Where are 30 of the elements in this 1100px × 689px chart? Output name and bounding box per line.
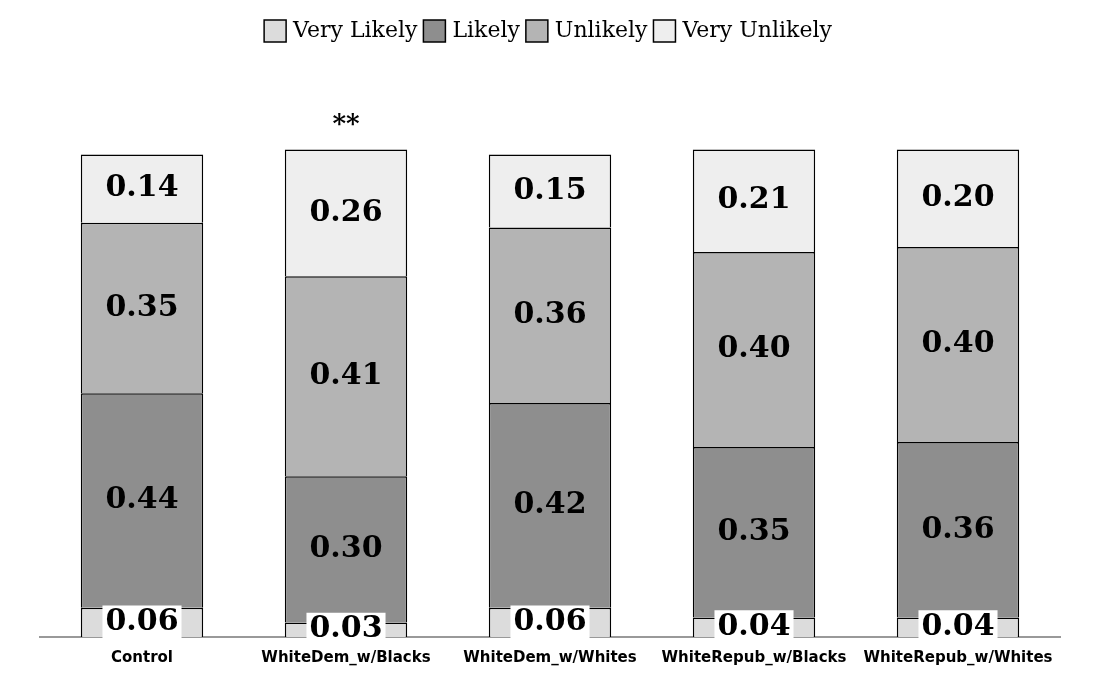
data-label: 0.04	[717, 607, 791, 643]
x-tick-label: WhiteRepub_w/Blacks	[661, 647, 847, 666]
data-label: 0.06	[105, 602, 179, 638]
data-label: 0.04	[921, 607, 995, 643]
data-label: 0.21	[717, 180, 791, 216]
x-tick-label: WhiteRepub_w/Whites	[863, 647, 1053, 666]
data-label: 0.41	[309, 355, 383, 391]
data-label: 0.30	[309, 529, 383, 565]
data-label: 0.36	[921, 509, 995, 545]
annotation: **	[332, 108, 360, 139]
data-label: 0.03	[309, 609, 383, 645]
legend-label: Unlikely	[554, 16, 649, 42]
data-label: 0.36	[513, 295, 587, 331]
data-label: 0.14	[105, 168, 179, 204]
legend-label: Very Unlikely	[681, 16, 833, 42]
legend-label: Likely	[452, 16, 521, 42]
data-label: 0.42	[513, 485, 587, 521]
x-tick-label: WhiteDem_w/Whites	[463, 647, 637, 666]
data-label: 0.35	[105, 287, 179, 323]
data-label: 0.35	[717, 511, 791, 547]
x-tick-label: Control	[110, 647, 174, 666]
x-tick-label: WhiteDem_w/Blacks	[261, 647, 431, 666]
data-label: 0.40	[717, 329, 791, 365]
data-label: 0.44	[105, 480, 179, 516]
data-label: 0.20	[921, 178, 995, 214]
legend-label: Very Likely	[292, 16, 418, 42]
data-label: 0.15	[513, 170, 587, 206]
data-label: 0.26	[309, 192, 383, 228]
data-label: 0.40	[921, 324, 995, 360]
data-label: 0.06	[513, 602, 587, 638]
